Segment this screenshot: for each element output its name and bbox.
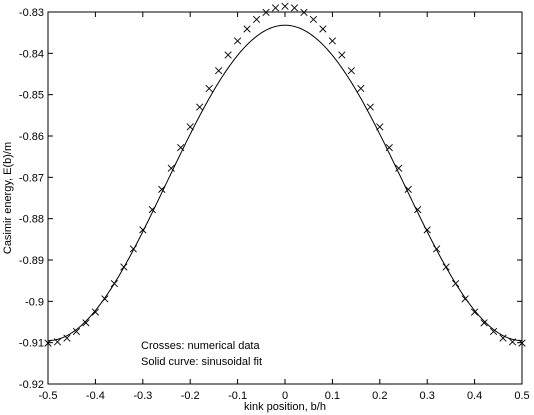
- data-marker: [433, 245, 441, 253]
- y-tick-label: -0.9: [25, 296, 44, 308]
- y-tick-labels: -0.92 -0.91 -0.9 -0.89 -0.88 -0.87 -0.86 -0.85 -…: [19, 7, 44, 391]
- data-marker: [395, 164, 403, 172]
- data-marker: [385, 143, 393, 152]
- data-marker: [290, 4, 299, 12]
- data-marker: [366, 103, 374, 111]
- data-marker: [470, 308, 479, 316]
- data-marker: [72, 327, 81, 336]
- data-marker: [489, 327, 498, 336]
- data-marker: [91, 308, 100, 316]
- data-marker: [452, 279, 460, 288]
- data-marker: [252, 15, 261, 24]
- data-marker: [442, 263, 450, 271]
- x-tick-label: 0: [282, 390, 288, 402]
- data-marker: [376, 123, 384, 131]
- data-marker: [271, 4, 280, 12]
- tick-layer: [47, 11, 523, 385]
- x-tick-label: -0.3: [133, 390, 152, 402]
- x-tick-labels: -0.5 -0.4 -0.3 -0.2 -0.1 0 0.1 0.2 0.3 0.4 0.5: [39, 390, 530, 402]
- data-marker: [177, 143, 185, 152]
- data-marker: [480, 319, 488, 327]
- data-marker: [338, 51, 346, 59]
- data-marker: [205, 84, 213, 93]
- x-tick-label: -0.2: [181, 390, 200, 402]
- annotation-crosses: Crosses: numerical data: [141, 340, 260, 352]
- x-tick-label: 0.1: [325, 390, 340, 402]
- x-tick-label: 0.3: [420, 390, 435, 402]
- data-marker: [63, 334, 71, 342]
- y-axis-label: Casimir energy, E(b)/m: [2, 142, 14, 254]
- data-marker: [224, 51, 232, 59]
- data-marker: [186, 123, 194, 131]
- data-marker: [82, 319, 90, 327]
- data-marker: [461, 295, 469, 303]
- y-tick-label: -0.91: [19, 338, 44, 350]
- data-marker: [499, 334, 507, 342]
- fit-curve: [47, 24, 523, 342]
- data-marker: [414, 205, 422, 214]
- x-tick-label: 0.2: [372, 390, 387, 402]
- data-marker: [158, 185, 166, 193]
- x-tick-label: 0.4: [467, 390, 482, 402]
- y-tick-label: -0.83: [19, 7, 44, 19]
- data-marker: [281, 2, 289, 10]
- y-tick-label: -0.92: [19, 379, 44, 391]
- y-tick-label: -0.85: [19, 90, 44, 102]
- data-marker: [101, 295, 109, 303]
- annotation-solid-curve: Solid curve: sinusoidal fit: [141, 356, 262, 368]
- data-marker: [129, 245, 137, 253]
- data-marker: [404, 185, 412, 193]
- data-marker: [309, 15, 318, 24]
- y-tick-label: -0.87: [19, 172, 44, 184]
- data-marker: [328, 37, 337, 45]
- data-marker: [243, 25, 251, 33]
- data-marker: [110, 279, 118, 288]
- marker-layer: [44, 2, 526, 347]
- data-marker: [139, 226, 147, 234]
- data-marker: [357, 84, 365, 93]
- data-marker: [215, 67, 223, 75]
- x-tick-label: -0.1: [228, 390, 247, 402]
- data-marker: [167, 164, 175, 172]
- data-marker: [423, 226, 431, 234]
- y-tick-label: -0.84: [19, 48, 44, 60]
- data-marker: [347, 67, 355, 75]
- x-tick-label: -0.5: [39, 390, 58, 402]
- x-tick-label: 0.5: [514, 390, 529, 402]
- x-axis-label: kink position, b/h: [244, 401, 326, 413]
- data-marker: [233, 37, 242, 45]
- x-tick-label: -0.4: [86, 390, 105, 402]
- y-tick-label: -0.89: [19, 255, 44, 267]
- data-marker: [53, 338, 62, 346]
- fit-layer: [47, 24, 523, 342]
- y-tick-label: -0.86: [19, 131, 44, 143]
- data-marker: [148, 205, 156, 214]
- y-tick-label: -0.88: [19, 214, 44, 226]
- data-marker: [196, 103, 204, 111]
- data-marker: [120, 263, 128, 271]
- data-marker: [508, 338, 517, 346]
- data-marker: [319, 25, 327, 33]
